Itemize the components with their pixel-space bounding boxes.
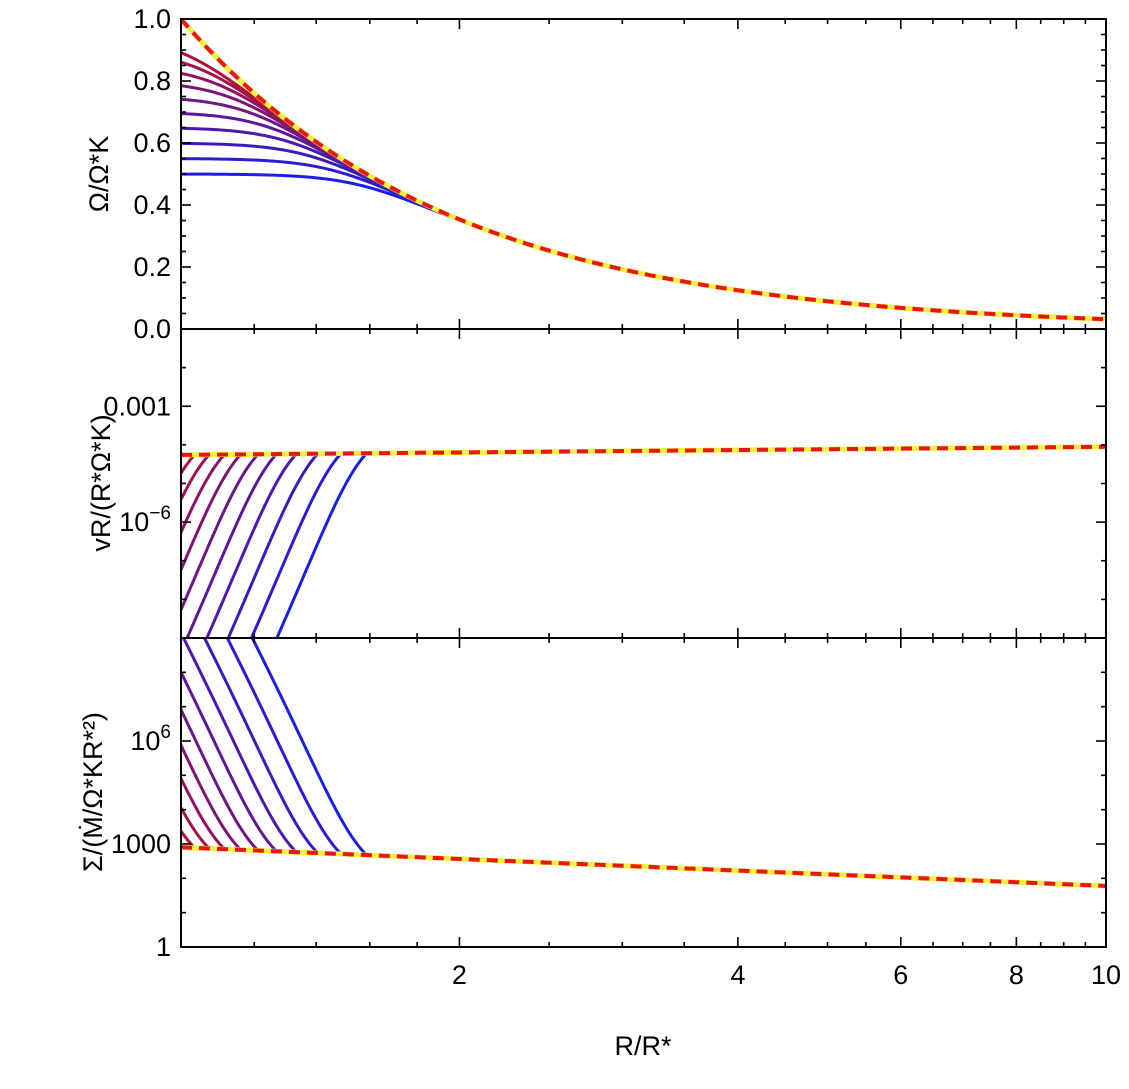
x-tick-label: 6 bbox=[893, 960, 908, 990]
y-tick-label-mid: 10−6 bbox=[119, 503, 171, 537]
sigma-curve-3 bbox=[202, 638, 1106, 888]
sigma-reference bbox=[181, 845, 1106, 888]
vr-reference bbox=[181, 444, 1106, 457]
y-tick-label-top: 0.6 bbox=[133, 128, 171, 158]
y-axis-title-bottom-text: Σ/(Ṁ/Ω*KR*²) bbox=[77, 712, 108, 872]
axis-ticks bbox=[181, 18, 1107, 948]
tick-labels: 2 4 6 8 10 0.0 0.2 0.4 0.6 0.8 1.0 0.001 10−6 1 1000 10… bbox=[103, 4, 1121, 990]
omega-curve-2 bbox=[181, 157, 1106, 321]
sigma-curve-8 bbox=[181, 777, 1106, 888]
omega-curve-1 bbox=[181, 172, 1106, 321]
vr-curve-6 bbox=[181, 445, 1106, 611]
panel-surface-density bbox=[181, 638, 1106, 889]
y-tick-label-top: 1.0 bbox=[133, 4, 171, 34]
omega-curve-7 bbox=[181, 84, 1106, 321]
y-tick-label-top: 0.8 bbox=[133, 66, 171, 96]
y-tick-label-bot: 106 bbox=[130, 722, 171, 756]
y-tick-label-top: 0.0 bbox=[133, 314, 171, 344]
omega-reference-underlay bbox=[181, 19, 1106, 322]
y-axis-title-bottom: Σ/(Ṁ/Ω*KR*²) bbox=[77, 712, 108, 872]
frame-top bbox=[180, 18, 1107, 330]
omega-curve-3 bbox=[181, 141, 1106, 321]
y-tick-label-top: 0.2 bbox=[133, 252, 171, 282]
vr-curve-1 bbox=[275, 445, 1106, 638]
y-tick-label-mid: 0.001 bbox=[103, 391, 171, 421]
omega-curve-6 bbox=[181, 97, 1106, 321]
sigma-curve-6 bbox=[181, 709, 1106, 888]
omega-curve-10 bbox=[181, 51, 1106, 321]
x-axis-title: R/R* bbox=[614, 1031, 671, 1061]
x-tick-label: 2 bbox=[452, 960, 467, 990]
vr-curve-8 bbox=[181, 445, 1106, 533]
y-axis-title-middle-text: vR/(R*Ω*K) bbox=[86, 414, 116, 551]
y-axis-title-middle: vR/(R*Ω*K) bbox=[86, 414, 116, 551]
vr-reference-underlay bbox=[181, 444, 1106, 458]
y-axis-title-top-text: Ω/Ω*K bbox=[84, 136, 114, 212]
panel-radial-velocity bbox=[181, 444, 1106, 638]
sigma-curve-9 bbox=[181, 806, 1106, 888]
y-tick-label-bot: 1 bbox=[156, 932, 171, 962]
omega-curve-9 bbox=[181, 60, 1106, 321]
panel-angular-velocity bbox=[181, 19, 1106, 322]
vr-curve-7 bbox=[181, 445, 1106, 571]
y-tick-label-bot: 1000 bbox=[111, 829, 171, 859]
omega-curve-8 bbox=[181, 71, 1106, 321]
y-axis-title-top: Ω/Ω*K bbox=[84, 136, 114, 212]
sigma-curve-2 bbox=[225, 638, 1106, 888]
vr-curve-2 bbox=[249, 445, 1106, 638]
omega-curve-4 bbox=[181, 126, 1106, 321]
sigma-reference-underlay bbox=[181, 844, 1106, 889]
y-tick-label-top: 0.4 bbox=[133, 190, 171, 220]
x-tick-label: 10 bbox=[1091, 960, 1121, 990]
vr-curve-3 bbox=[226, 445, 1106, 638]
sigma-curve-4 bbox=[181, 638, 1106, 888]
x-tick-label: 4 bbox=[730, 960, 745, 990]
frame-bot bbox=[180, 637, 1107, 948]
x-tick-label: 8 bbox=[1009, 960, 1024, 990]
omega-reference bbox=[181, 19, 1106, 322]
vr-curve-5 bbox=[185, 445, 1106, 638]
